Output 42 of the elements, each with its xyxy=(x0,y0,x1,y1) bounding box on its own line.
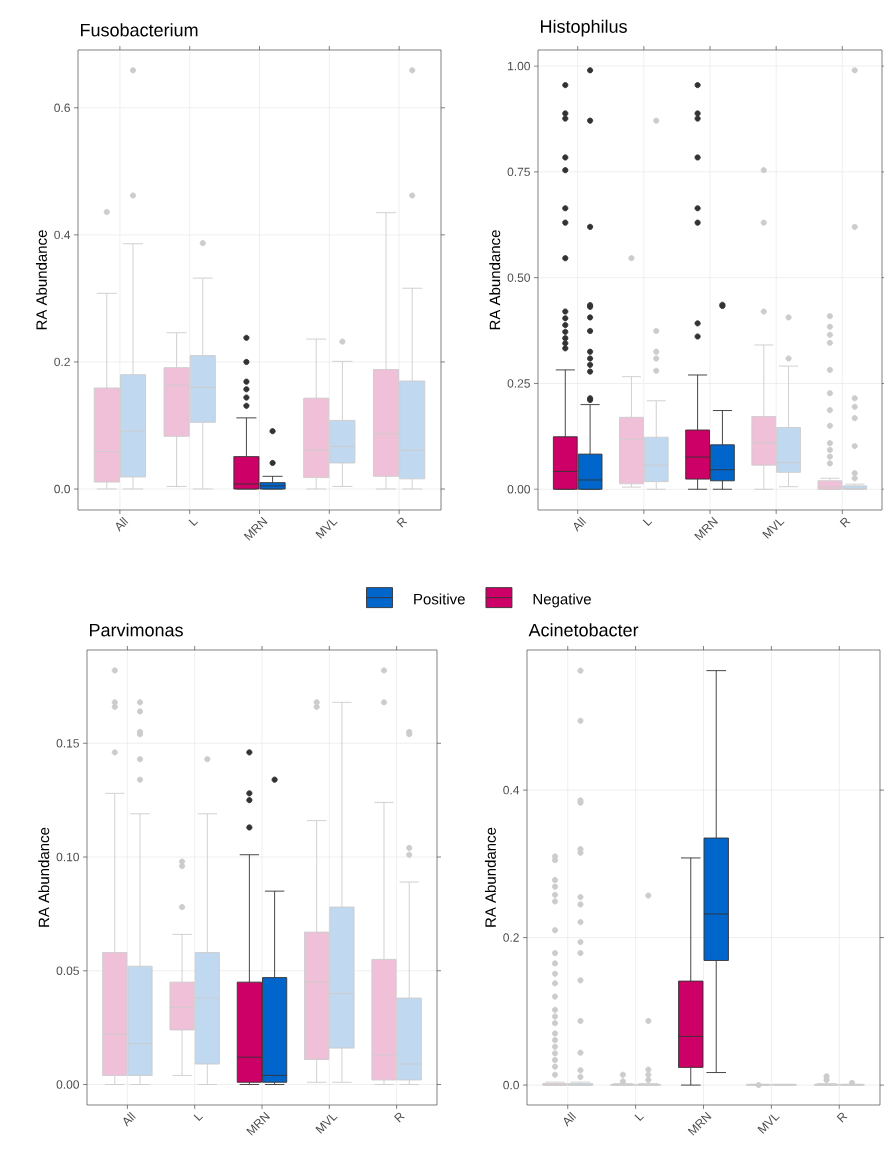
x-tick-label: MVL xyxy=(762,519,785,539)
y-tick-label: 0.00 xyxy=(56,1080,79,1089)
x-tick-label: L xyxy=(642,519,653,527)
y-tick-label: 0.00 xyxy=(507,485,531,494)
y-axis-title: RA Abundance xyxy=(484,827,496,927)
y-tick-label: 0.4 xyxy=(503,785,520,795)
y-tick-label: 0.2 xyxy=(503,933,519,942)
y-tick-label: 0.2 xyxy=(54,357,70,367)
x-tick-label: L xyxy=(634,1114,644,1122)
y-tick-label: 0.50 xyxy=(507,273,531,282)
y-tick-label: 0.6 xyxy=(54,103,70,113)
x-tick-label: L xyxy=(188,519,199,527)
chart-title: Histophilus xyxy=(541,19,627,37)
x-tick-label: All xyxy=(123,1111,136,1127)
chart-title: Acinetobacter xyxy=(528,623,639,637)
y-axis-title: RA Abundance xyxy=(489,230,501,330)
y-tick-label: 0.15 xyxy=(56,739,79,748)
chart-title: Parvimonas xyxy=(90,623,183,637)
y-axis-title: RA Abundance xyxy=(35,230,47,330)
x-tick-label: L xyxy=(193,1114,204,1122)
x-tick-label: MVL xyxy=(315,1114,338,1134)
x-tick-label: R xyxy=(836,1112,848,1123)
y-tick-label: 0.4 xyxy=(54,230,71,240)
legend-label: Positive xyxy=(414,593,465,605)
y-tick-label: 0.0 xyxy=(503,1080,520,1090)
y-tick-label: 0.10 xyxy=(56,852,79,862)
x-tick-label: All xyxy=(573,516,587,532)
y-tick-label: 0.25 xyxy=(507,379,530,388)
y-tick-label: 0.05 xyxy=(56,966,79,976)
x-tick-label: R xyxy=(839,517,851,528)
chart-title: Fusobacterium xyxy=(81,23,198,37)
x-tick-label: R xyxy=(394,1112,405,1123)
x-tick-label: All xyxy=(116,516,129,532)
y-tick-label: 0.0 xyxy=(54,484,70,494)
y-axis-title: RA Abundance xyxy=(38,827,50,927)
legend-label: Negative xyxy=(533,593,591,608)
x-tick-label: R xyxy=(396,517,408,528)
x-tick-label: MVL xyxy=(315,519,338,539)
x-tick-label: All xyxy=(563,1111,577,1127)
y-tick-label: 1.00 xyxy=(508,61,531,71)
x-tick-label: MVL xyxy=(757,1114,780,1134)
y-tick-label: 0.75 xyxy=(507,167,530,177)
